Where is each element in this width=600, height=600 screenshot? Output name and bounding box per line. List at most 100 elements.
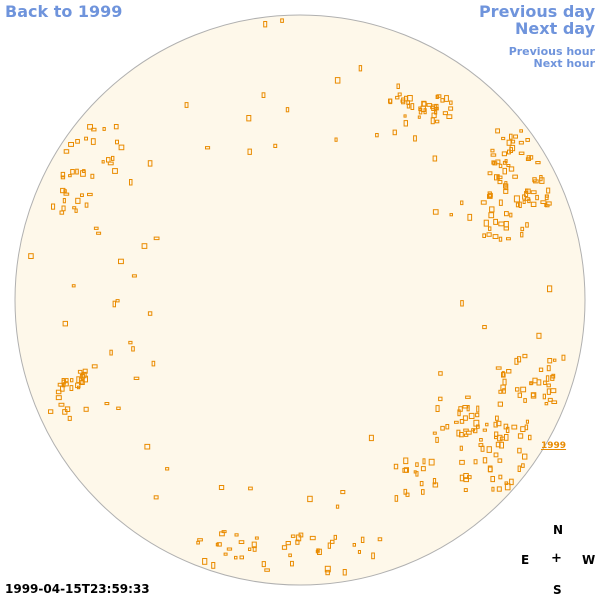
magnetic-feature (487, 465, 493, 473)
magnetic-feature (68, 142, 74, 147)
magnetic-feature (468, 412, 475, 419)
magnetic-feature (493, 218, 499, 225)
magnetic-feature (465, 430, 472, 435)
magnetic-feature (216, 542, 222, 547)
magnetic-feature (397, 92, 402, 97)
magnetic-feature (547, 358, 553, 364)
magnetic-feature (446, 114, 453, 120)
magnetic-feature (71, 284, 76, 288)
magnetic-feature (101, 160, 105, 164)
magnetic-feature (80, 170, 86, 177)
magnetic-feature (463, 488, 468, 493)
magnetic-feature (521, 463, 525, 468)
next-hour-link[interactable]: Next hour (533, 57, 596, 70)
magnetic-feature (93, 226, 99, 230)
next-day-link[interactable]: Next day (515, 19, 595, 38)
magnetic-feature (64, 406, 71, 412)
magnetic-feature (342, 569, 347, 576)
magnetic-feature (410, 103, 415, 110)
magnetic-feature (491, 160, 495, 165)
magnetic-feature (513, 195, 520, 203)
magnetic-feature (561, 354, 566, 361)
magnetic-feature (248, 547, 252, 551)
magnetic-feature (479, 438, 483, 442)
magnetic-feature (496, 486, 502, 492)
magnetic-feature (58, 402, 65, 407)
magnetic-feature (547, 285, 553, 293)
magnetic-feature (522, 353, 528, 359)
magnetic-feature (417, 115, 421, 119)
magnetic-feature (298, 532, 304, 538)
magnetic-feature (90, 173, 95, 179)
magnetic-feature (517, 465, 521, 472)
magnetic-feature (281, 545, 288, 550)
magnetic-feature (375, 133, 379, 138)
magnetic-feature (504, 181, 508, 187)
magnetic-feature (445, 424, 450, 430)
magnetic-feature (63, 189, 67, 193)
magnetic-feature (503, 226, 510, 231)
magnetic-feature (403, 114, 407, 118)
previous-hour-link[interactable]: Previous hour (508, 45, 595, 58)
magnetic-feature (519, 129, 523, 133)
magnetic-feature (221, 530, 227, 534)
magnetic-feature (400, 99, 405, 103)
magnetic-feature (489, 206, 495, 213)
magnetic-feature (494, 431, 499, 437)
magnetic-feature (490, 153, 497, 157)
magnetic-feature (493, 421, 498, 428)
magnetic-feature (495, 128, 501, 134)
magnetic-feature (75, 168, 79, 175)
magnetic-feature (482, 428, 488, 432)
magnetic-feature (360, 536, 365, 544)
magnetic-feature (488, 226, 492, 231)
magnetic-feature (247, 148, 252, 155)
magnetic-feature (497, 180, 503, 185)
magnetic-feature (84, 136, 88, 141)
magnetic-feature (358, 65, 363, 72)
magnetic-feature (480, 200, 487, 205)
magnetic-feature (525, 419, 530, 424)
magnetic-feature (536, 379, 542, 386)
magnetic-feature (490, 148, 495, 153)
compass-south-label: S (553, 583, 562, 597)
magnetic-feature (402, 467, 408, 473)
magnetic-feature (295, 539, 300, 545)
magnetic-feature (486, 446, 492, 453)
magnetic-feature (80, 379, 84, 385)
magnetic-feature (421, 100, 427, 107)
magnetic-feature (535, 194, 539, 201)
magnetic-feature (419, 481, 424, 487)
magnetic-feature (497, 401, 504, 407)
magnetic-feature (261, 92, 266, 99)
magnetic-feature (527, 198, 531, 204)
magnetic-feature (448, 106, 454, 111)
magnetic-feature (530, 190, 537, 195)
magnetic-feature (553, 358, 557, 362)
region-1999-link[interactable]: 1999 (541, 441, 567, 451)
magnetic-feature (285, 107, 290, 113)
magnetic-feature (465, 395, 471, 399)
magnetic-feature (234, 555, 238, 560)
magnetic-feature (515, 387, 520, 392)
magnetic-feature (435, 119, 440, 124)
magnetic-feature (467, 475, 472, 480)
magnetic-feature (153, 236, 160, 241)
magnetic-feature (131, 346, 135, 352)
magnetic-feature (515, 202, 520, 208)
magnetic-feature (520, 231, 524, 238)
magnetic-feature (87, 124, 93, 130)
magnetic-feature (357, 550, 361, 554)
magnetic-feature (504, 159, 508, 164)
magnetic-feature (59, 210, 65, 215)
magnetic-feature (536, 332, 542, 339)
magnetic-feature (55, 395, 62, 401)
magnetic-feature (501, 372, 506, 378)
magnetic-feature (415, 462, 419, 467)
previous-day-link[interactable]: Previous day (478, 2, 595, 21)
magnetic-feature (280, 18, 284, 23)
back-to-year-link[interactable]: Back to 1999 (5, 2, 123, 21)
magnetic-feature (504, 481, 509, 485)
magnetic-feature (492, 234, 499, 240)
